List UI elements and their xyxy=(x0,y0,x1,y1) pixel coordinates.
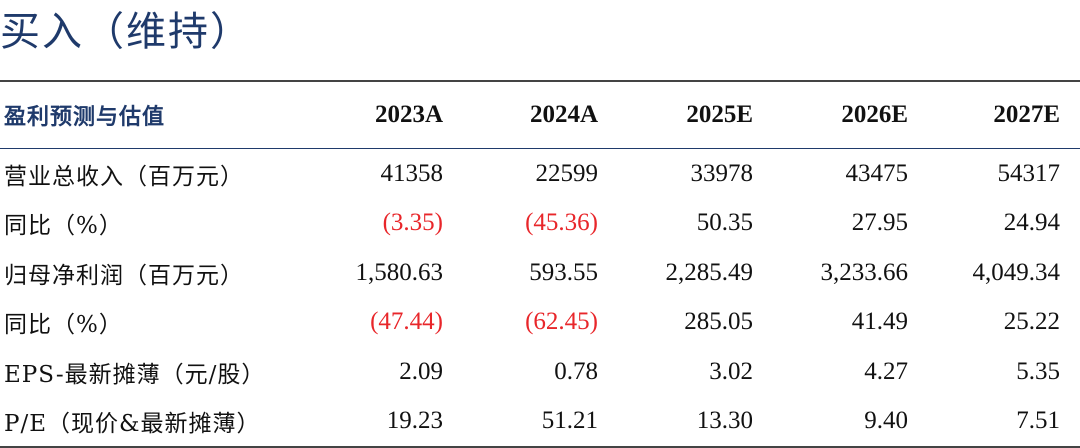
header-year: 2027E xyxy=(993,101,1060,128)
table-cell: 19.23 xyxy=(386,407,443,435)
table-cell: 3.02 xyxy=(709,357,753,385)
table-cell: 0.78 xyxy=(554,357,598,385)
table-cell: 43475 xyxy=(845,159,909,187)
table-cell: 54317 xyxy=(997,159,1061,187)
table-cell: 4,049.34 xyxy=(972,258,1061,286)
table-cell: 25.22 xyxy=(1003,308,1060,336)
table-cell: 7.51 xyxy=(1016,407,1060,435)
forecast-table: 盈利预测与估值 2023A 2024A 2025E 2026E 2027E 营业… xyxy=(0,80,1080,448)
row-label: 归母净利润（百万元） xyxy=(4,262,244,289)
table-cell: 3,233.66 xyxy=(820,258,909,286)
table-cell: (3.35) xyxy=(382,209,443,237)
table-row: 归母净利润（百万元） 1,580.63 593.55 2,285.49 3,23… xyxy=(0,248,1080,298)
table-cell: 33978 xyxy=(690,159,754,187)
table-cell: 285.05 xyxy=(684,308,753,336)
table-cell: 2,285.49 xyxy=(665,258,754,286)
table-cell: 51.21 xyxy=(541,407,598,435)
table-cell: 13.30 xyxy=(696,407,753,435)
header-year: 2026E xyxy=(841,101,908,128)
table-header-row: 盈利预测与估值 2023A 2024A 2025E 2026E 2027E xyxy=(0,82,1080,149)
rating-title: 买入（维持） xyxy=(0,9,252,55)
table-cell: 4.27 xyxy=(864,357,908,385)
header-year: 2025E xyxy=(686,101,753,128)
header-year: 2024A xyxy=(529,101,598,128)
table-row: 营业总收入（百万元） 41358 22599 33978 43475 54317 xyxy=(0,149,1080,199)
table-cell: (45.36) xyxy=(525,209,598,237)
table-cell: 2.09 xyxy=(399,357,443,385)
row-label: 营业总收入（百万元） xyxy=(4,163,244,190)
table-row: EPS-最新摊薄（元/股） 2.09 0.78 3.02 4.27 5.35 xyxy=(0,347,1080,397)
table-cell: (47.44) xyxy=(370,308,443,336)
table-cell: 1,580.63 xyxy=(355,258,444,286)
table-cell: 5.35 xyxy=(1016,357,1060,385)
table-cell: (62.45) xyxy=(525,308,598,336)
row-label: 同比（%） xyxy=(4,213,123,240)
row-label: 同比（%） xyxy=(4,312,123,339)
table-cell: 41358 xyxy=(380,159,444,187)
header-label: 盈利预测与估值 xyxy=(4,104,166,130)
table-row: 同比（%） (3.35) (45.36) 50.35 27.95 24.94 xyxy=(0,199,1080,249)
row-label: P/E（现价&最新摊薄） xyxy=(4,411,261,438)
table-cell: 50.35 xyxy=(696,209,753,237)
table-cell: 9.40 xyxy=(864,407,908,435)
header-year: 2023A xyxy=(374,101,443,128)
row-label: EPS-最新摊薄（元/股） xyxy=(4,361,266,388)
table-cell: 593.55 xyxy=(529,258,598,286)
table-cell: 24.94 xyxy=(1003,209,1060,237)
table-cell: 41.49 xyxy=(851,308,908,336)
table-row: P/E（现价&最新摊薄） 19.23 51.21 13.30 9.40 7.51 xyxy=(0,397,1080,447)
table-cell: 22599 xyxy=(535,159,599,187)
table-row: 同比（%） (47.44) (62.45) 285.05 41.49 25.22 xyxy=(0,298,1080,348)
table-cell: 27.95 xyxy=(851,209,908,237)
